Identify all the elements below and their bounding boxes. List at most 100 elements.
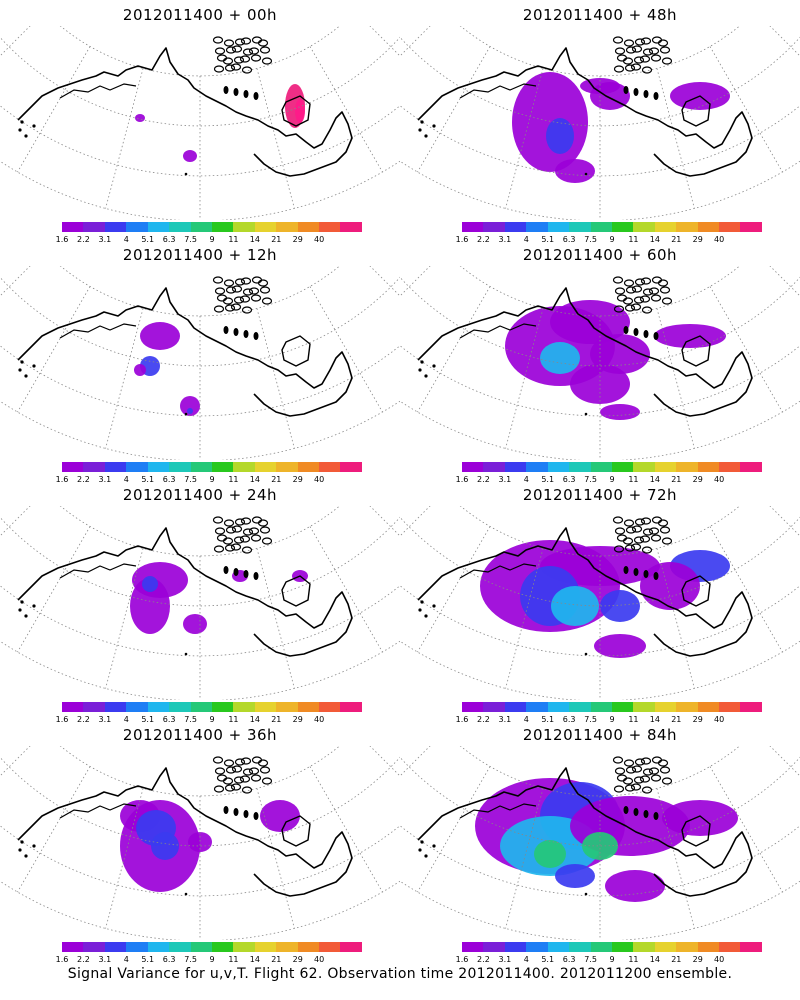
colorbar-label: 7.5 <box>584 235 597 244</box>
colorbar-swatch <box>719 942 741 952</box>
colorbar-label: 40 <box>714 955 725 964</box>
colorbar-label: 6.3 <box>162 955 176 964</box>
colorbar-label: 11 <box>228 955 239 964</box>
colorbar-label: 5.1 <box>541 235 555 244</box>
colorbar-swatch <box>611 462 634 472</box>
colorbar-label: 7.5 <box>584 715 597 724</box>
colorbar-label: 4 <box>123 955 129 964</box>
colorbar-swatch <box>211 702 234 712</box>
colorbar-label: 2.2 <box>477 235 490 244</box>
panel-title: 2012011400 + 84h <box>522 726 678 744</box>
colorbar-label: 40 <box>714 235 725 244</box>
colorbar-swatch <box>83 942 105 952</box>
colorbar-label: 6.3 <box>562 715 576 724</box>
colorbar-label: 11 <box>628 715 639 724</box>
colorbar-swatch <box>676 702 698 712</box>
colorbar-swatch <box>169 462 191 472</box>
colorbar-labels: 1.6 2.2 3.1 4 5.1 6.3 7.5 9 11 14 21 29 40 <box>56 235 362 245</box>
colorbar-swatch <box>190 702 212 712</box>
colorbar-swatch <box>297 222 320 232</box>
colorbar-label: 4 <box>523 475 529 484</box>
colorbar-swatch <box>190 462 212 472</box>
colorbar-label: 1.6 <box>455 235 469 244</box>
colorbar-label: 14 <box>249 715 260 724</box>
colorbar-swatch <box>740 222 762 232</box>
colorbar <box>62 942 362 952</box>
colorbar-swatch <box>740 942 762 952</box>
panel-72h: 2012011400 + 72h 1.6 2.2 3.1 4 5.1 6.3 7.5 9 11 1… <box>400 480 800 724</box>
panel-title: 2012011400 + 60h <box>522 246 678 264</box>
map <box>400 26 800 220</box>
colorbar-swatch <box>297 702 320 712</box>
colorbar-swatch <box>697 222 720 232</box>
colorbar-swatch <box>633 222 655 232</box>
colorbar-label: 1.6 <box>455 475 469 484</box>
colorbar-swatch <box>104 222 127 232</box>
colorbar <box>62 222 362 232</box>
colorbar <box>62 462 362 472</box>
colorbar-label: 2.2 <box>477 475 490 484</box>
colorbar-label: 9 <box>609 955 615 964</box>
colorbar-label: 29 <box>292 955 303 964</box>
colorbar-swatch <box>276 942 298 952</box>
map <box>0 506 400 700</box>
colorbar-swatch <box>462 702 484 712</box>
map <box>0 266 400 460</box>
panel-48h: 2012011400 + 48h 1.6 2.2 3.1 4 5.1 6.3 7.5 9 11 1… <box>400 0 800 244</box>
colorbar-swatch <box>697 702 720 712</box>
colorbar-label: 29 <box>292 715 303 724</box>
colorbar-swatch <box>83 702 105 712</box>
panel-60h: 2012011400 + 60h 1.6 2.2 3.1 4 5.1 6.3 7.5 9 11 1… <box>400 240 800 484</box>
colorbar-swatch <box>654 702 677 712</box>
colorbar-label: 14 <box>249 235 260 244</box>
colorbar-swatch <box>319 702 341 712</box>
colorbar-swatch <box>526 702 548 712</box>
colorbar-swatch <box>654 222 677 232</box>
colorbar-swatch <box>697 942 720 952</box>
colorbar-swatch <box>504 222 527 232</box>
panel-36h: 2012011400 + 36h 1.6 2.2 3.1 4 5.1 6.3 7.5 9 11 1… <box>0 720 400 964</box>
colorbar <box>62 702 362 712</box>
colorbar-label: 4 <box>123 475 129 484</box>
colorbar-label: 29 <box>292 475 303 484</box>
colorbar-label: 7.5 <box>184 955 197 964</box>
colorbar-labels: 1.6 2.2 3.1 4 5.1 6.3 7.5 9 11 14 21 29 40 <box>456 475 762 485</box>
panel-title: 2012011400 + 72h <box>522 486 678 504</box>
colorbar-label: 9 <box>609 715 615 724</box>
colorbar-swatch <box>276 702 298 712</box>
colorbar-label: 7.5 <box>184 715 197 724</box>
colorbar-label: 3.1 <box>98 235 112 244</box>
colorbar-swatch <box>633 942 655 952</box>
colorbar-label: 2.2 <box>477 715 490 724</box>
colorbar-swatch <box>147 462 170 472</box>
colorbar-label: 14 <box>649 955 660 964</box>
colorbar-label: 7.5 <box>584 475 597 484</box>
colorbar-label: 40 <box>314 475 325 484</box>
colorbar-labels: 1.6 2.2 3.1 4 5.1 6.3 7.5 9 11 14 21 29 40 <box>456 715 762 725</box>
colorbar-label: 1.6 <box>55 715 69 724</box>
colorbar-swatch <box>297 942 320 952</box>
colorbar-swatch <box>590 702 612 712</box>
colorbar-swatch <box>147 702 170 712</box>
colorbar-swatch <box>697 462 720 472</box>
colorbar-swatch <box>504 702 527 712</box>
colorbar-label: 40 <box>314 235 325 244</box>
colorbar-label: 6.3 <box>162 715 176 724</box>
colorbar-label: 9 <box>609 235 615 244</box>
colorbar-swatch <box>654 462 677 472</box>
panel-title: 2012011400 + 12h <box>122 246 278 264</box>
colorbar-label: 40 <box>314 715 325 724</box>
colorbar-swatch <box>654 942 677 952</box>
colorbar-label: 21 <box>271 475 282 484</box>
colorbar-label: 6.3 <box>162 475 176 484</box>
colorbar-swatch <box>62 942 84 952</box>
colorbar-swatch <box>569 942 591 952</box>
colorbar-swatch <box>462 462 484 472</box>
colorbar-swatch <box>611 702 634 712</box>
colorbar-swatch <box>740 462 762 472</box>
colorbar-swatch <box>633 702 655 712</box>
colorbar <box>462 222 762 232</box>
colorbar-label: 14 <box>249 475 260 484</box>
colorbar-label: 1.6 <box>455 715 469 724</box>
colorbar-swatch <box>276 462 298 472</box>
